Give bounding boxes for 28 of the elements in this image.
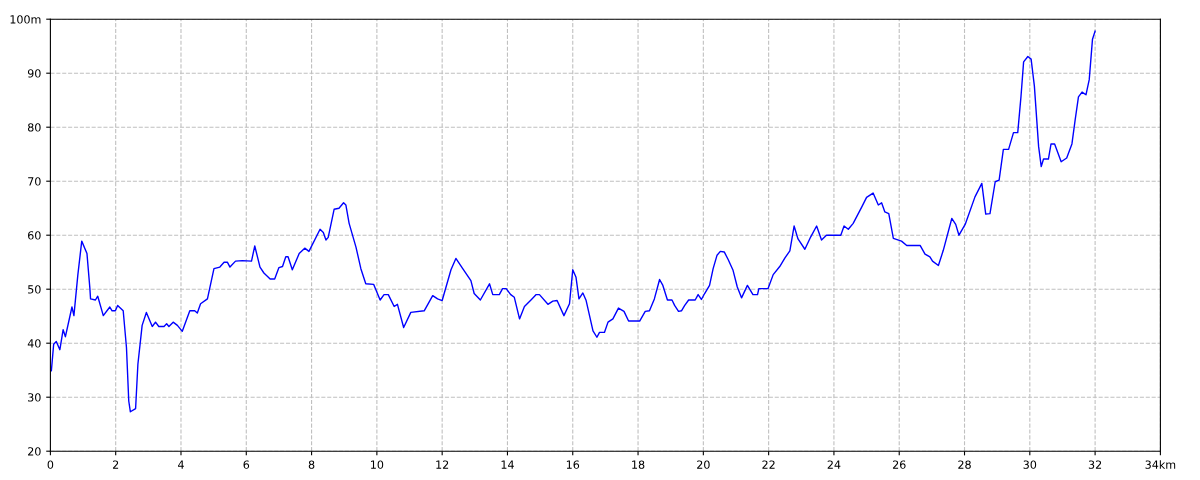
line-series bbox=[50, 30, 1096, 413]
x-tick-label: 22 bbox=[762, 460, 775, 469]
x-tick-label: 18 bbox=[632, 460, 645, 469]
x-tick-label: 6 bbox=[243, 460, 250, 469]
y-tick-label: 40 bbox=[27, 339, 41, 348]
y-tick-label: 50 bbox=[28, 285, 41, 294]
y-tick-label: 70 bbox=[28, 177, 41, 186]
x-tick-label: 4 bbox=[178, 460, 184, 469]
x-tick-label: 26 bbox=[892, 460, 906, 469]
y-tick-label: 90 bbox=[27, 69, 41, 78]
y-tick-label: 80 bbox=[27, 123, 41, 132]
x-tick-label: 16 bbox=[566, 460, 580, 469]
x-tick-label: 24 bbox=[827, 460, 841, 469]
x-tick-label: 34km bbox=[1145, 460, 1176, 469]
x-tick-label: 14 bbox=[501, 460, 514, 469]
x-tick-label: 0 bbox=[47, 460, 54, 469]
y-tick-label: 100m bbox=[10, 15, 41, 24]
x-tick-label: 20 bbox=[697, 460, 710, 469]
x-tick-label: 2 bbox=[112, 460, 119, 469]
y-tick-label: 20 bbox=[28, 447, 41, 456]
x-tick-label: 12 bbox=[436, 460, 449, 469]
x-tick-label: 28 bbox=[958, 460, 971, 469]
x-tick-label: 10 bbox=[371, 460, 384, 469]
x-tick-label: 32 bbox=[1088, 460, 1102, 469]
x-tick-label: 30 bbox=[1023, 460, 1037, 469]
y-tick-label: 60 bbox=[28, 231, 41, 240]
x-tick-label: 8 bbox=[308, 460, 315, 469]
y-tick-label: 30 bbox=[28, 393, 41, 402]
